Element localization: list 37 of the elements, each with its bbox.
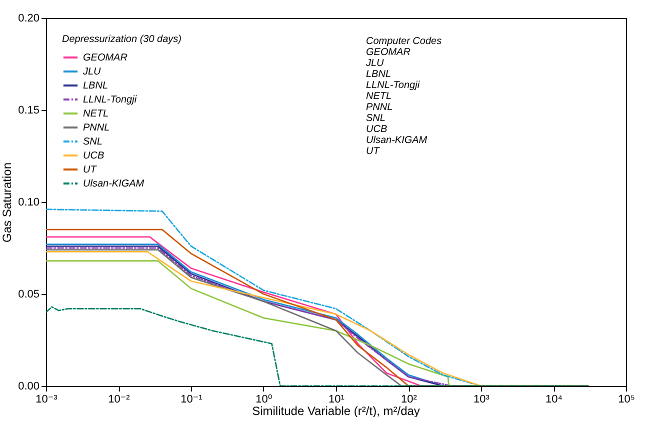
x-tick-label: 10⁻² <box>108 394 130 406</box>
legend-label: SNL <box>83 136 102 148</box>
legend-label: PNNL <box>83 122 110 134</box>
x-tick-label: 10¹ <box>328 394 345 406</box>
annotation: Computer Codes <box>366 36 442 47</box>
annotation: PNNL <box>366 102 393 113</box>
legend-label: NETL <box>83 108 109 120</box>
x-tick-label: 10² <box>401 394 418 406</box>
annotation: JLU <box>365 58 385 69</box>
annotation: SNL <box>366 113 386 124</box>
legend-label: GEOMAR <box>83 52 128 64</box>
x-tick-label: 10⁴ <box>546 394 563 406</box>
legend-title: Depressurization (30 days) <box>62 34 182 45</box>
legend-label: UCB <box>83 150 104 162</box>
y-tick-label: 0.15 <box>18 104 40 116</box>
annotation: UCB <box>366 124 388 135</box>
annotation: LBNL <box>366 69 392 80</box>
annotation: UT <box>366 146 380 157</box>
annotation: NETL <box>366 91 392 102</box>
x-tick-label: 10⁵ <box>618 394 635 406</box>
x-tick-label: 10⁻¹ <box>180 394 203 406</box>
legend-label: UT <box>83 164 98 176</box>
legend-label: JLU <box>82 66 102 78</box>
annotation: Ulsan-KIGAM <box>366 135 428 146</box>
y-tick-label: 0.10 <box>18 196 40 208</box>
y-axis-title: Gas Saturation <box>0 162 14 243</box>
legend-label: LLNL-Tongji <box>83 94 138 106</box>
legend-label: LBNL <box>83 80 108 92</box>
annotation: GEOMAR <box>366 47 410 58</box>
y-tick-label: 0.20 <box>18 12 40 24</box>
x-tick-label: 10³ <box>474 394 490 406</box>
legend-label: Ulsan-KIGAM <box>83 178 145 190</box>
y-tick-label: 0.05 <box>18 288 40 300</box>
annotation: LLNL-Tongji <box>366 80 420 91</box>
x-tick-label: 10⁰ <box>256 394 273 406</box>
x-tick-label: 10⁻³ <box>36 394 58 406</box>
y-tick-label: 0.00 <box>18 380 40 392</box>
